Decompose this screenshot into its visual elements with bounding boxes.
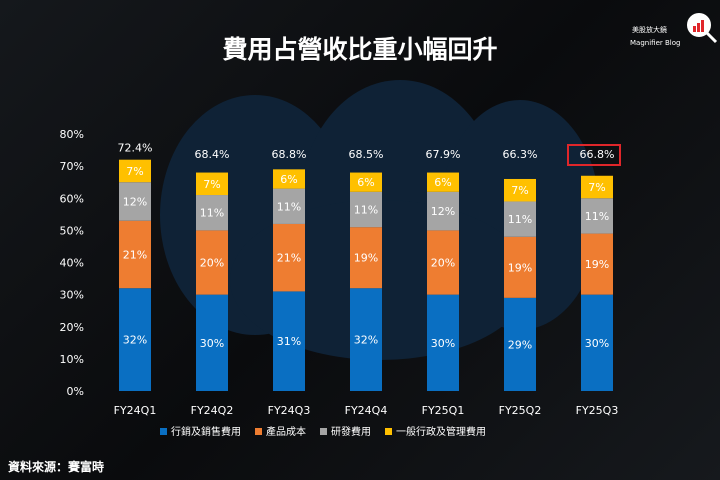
legend-label: 一般行政及管理費用 — [396, 425, 486, 438]
legend-swatch — [255, 428, 262, 435]
y-tick-label: 80% — [60, 128, 84, 141]
data-label: 30% — [431, 337, 455, 350]
logo-cn: 美股放大鏡 — [632, 26, 667, 34]
bar-segment — [119, 288, 151, 391]
data-label: 11% — [585, 210, 609, 223]
bar-segment — [581, 294, 613, 391]
x-tick-label: FY25Q3 — [576, 404, 619, 417]
bar-segment — [273, 223, 305, 292]
data-label: 7% — [126, 165, 143, 178]
data-label: 12% — [431, 205, 455, 218]
x-tick-label: FY25Q1 — [422, 404, 465, 417]
legend-swatch — [385, 428, 392, 435]
y-tick-label: 0% — [67, 385, 84, 398]
source-note: 資料來源：賽富時 — [8, 460, 105, 474]
x-tick-label: FY25Q2 — [499, 404, 542, 417]
data-label: 29% — [508, 338, 532, 351]
x-tick-label: FY24Q1 — [114, 404, 157, 417]
data-label: 6% — [434, 176, 451, 189]
legend-label: 行銷及銷售費用 — [171, 425, 241, 438]
data-label: 30% — [200, 337, 224, 350]
data-label: 21% — [123, 248, 147, 261]
data-label: 31% — [277, 335, 301, 348]
bar-segment — [273, 291, 305, 391]
data-label: 32% — [123, 334, 147, 347]
bar-segment — [196, 195, 228, 231]
bar-segment — [119, 220, 151, 289]
total-label: 67.9% — [426, 148, 461, 161]
data-label: 6% — [280, 173, 297, 186]
total-label: 68.8% — [272, 148, 307, 161]
total-label: 68.4% — [195, 148, 230, 161]
data-label: 30% — [585, 337, 609, 350]
y-tick-label: 30% — [60, 289, 84, 302]
logo-en: Magnifier Blog — [630, 39, 681, 47]
legend-swatch — [320, 428, 327, 435]
data-label: 19% — [585, 258, 609, 271]
bar-segment — [273, 169, 305, 189]
data-label: 11% — [508, 213, 532, 226]
legend-label: 研發費用 — [331, 425, 371, 438]
x-tick-label: FY24Q4 — [345, 404, 388, 417]
magnifier-icon — [687, 13, 718, 44]
chart-title: 費用占營收比重小幅回升 — [222, 35, 498, 64]
bar-segment — [196, 230, 228, 295]
data-label: 20% — [431, 257, 455, 270]
bar-segment — [504, 297, 536, 391]
bar-segment — [350, 172, 382, 192]
data-label: 7% — [203, 178, 220, 191]
data-label: 11% — [200, 207, 224, 220]
data-label: 7% — [588, 181, 605, 194]
legend-label: 產品成本 — [266, 425, 306, 438]
y-tick-label: 40% — [60, 257, 84, 270]
bar-segment — [119, 182, 151, 221]
bar-segment — [427, 172, 459, 192]
total-label: 68.5% — [349, 148, 384, 161]
data-label: 12% — [123, 195, 147, 208]
y-tick-label: 20% — [60, 321, 84, 334]
total-label: 66.8% — [580, 148, 615, 161]
total-label: 72.4% — [118, 142, 153, 155]
bar-segment — [581, 233, 613, 295]
bar-segment — [196, 294, 228, 391]
bar-segment — [350, 191, 382, 228]
data-label: 11% — [354, 203, 378, 216]
data-label: 21% — [277, 252, 301, 265]
bar-segment — [427, 294, 459, 391]
x-tick-label: FY24Q2 — [191, 404, 234, 417]
bar-segment — [504, 236, 536, 298]
x-tick-label: FY24Q3 — [268, 404, 311, 417]
y-tick-label: 50% — [60, 224, 84, 237]
bar-segment — [581, 198, 613, 234]
total-label: 66.3% — [503, 148, 538, 161]
data-label: 7% — [511, 184, 528, 197]
y-tick-label: 60% — [60, 192, 84, 205]
bar-segment — [119, 159, 151, 183]
data-label: 20% — [200, 257, 224, 270]
highlight-box — [567, 144, 621, 166]
magnifier-blog-logo: 美股放大鏡 Magnifier Blog — [624, 8, 720, 48]
bar-segment — [427, 230, 459, 295]
data-label: 6% — [357, 176, 374, 189]
data-label: 19% — [354, 252, 378, 265]
bar-segment — [581, 175, 613, 199]
bar-segment — [504, 201, 536, 237]
legend-swatch — [160, 428, 167, 435]
y-tick-label: 10% — [60, 353, 84, 366]
bar-segment — [350, 288, 382, 391]
bar-segment — [350, 227, 382, 289]
bar-segment — [273, 188, 305, 224]
y-tick-label: 70% — [60, 160, 84, 173]
data-label: 19% — [508, 261, 532, 274]
data-label: 32% — [354, 334, 378, 347]
data-label: 11% — [277, 200, 301, 213]
bar-segment — [196, 172, 228, 196]
bar-segment — [427, 191, 459, 231]
bar-segment — [504, 178, 536, 202]
